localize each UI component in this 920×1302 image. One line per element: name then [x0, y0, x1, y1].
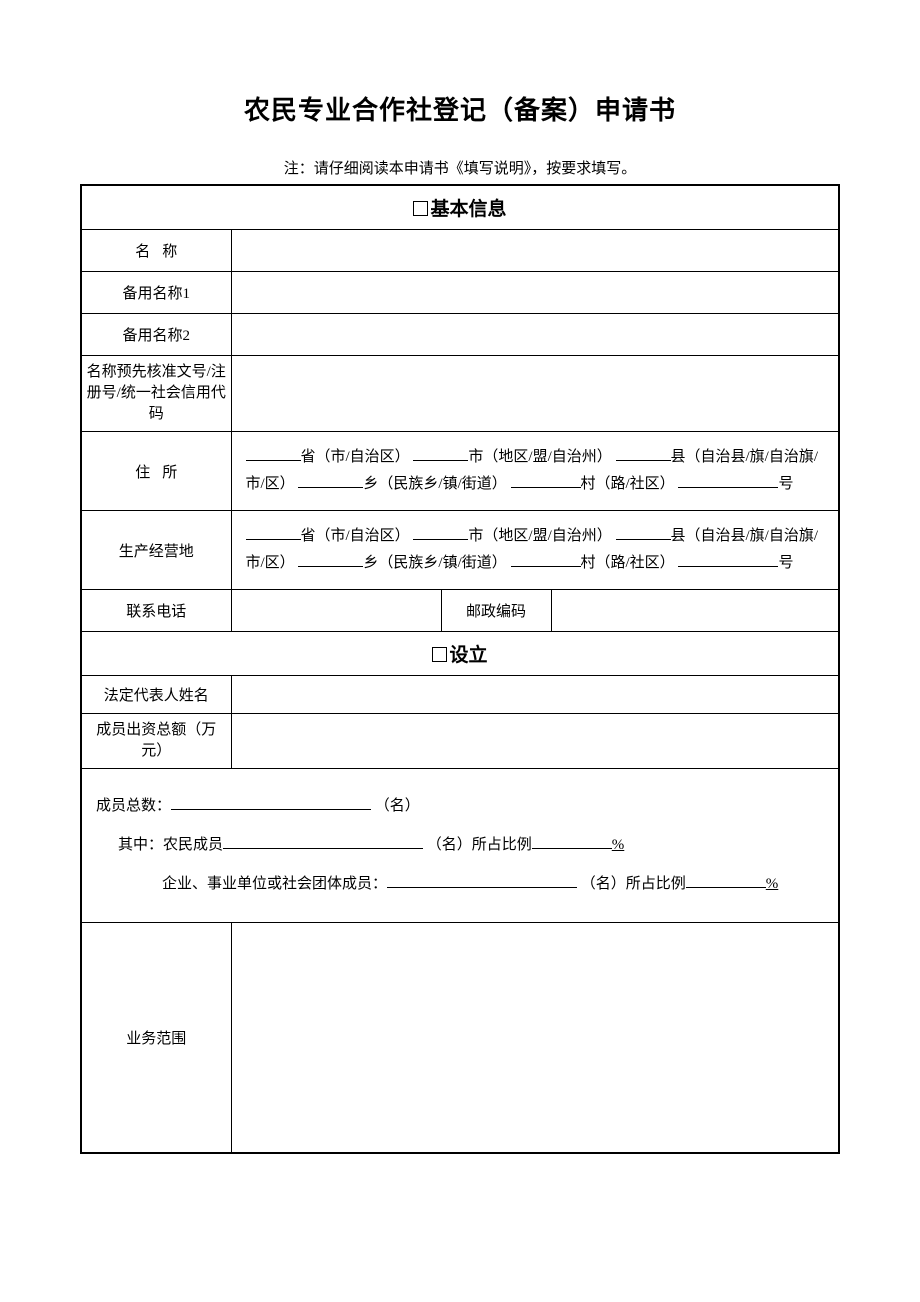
checkbox-icon[interactable]: [432, 647, 447, 662]
label-business-location: 生产经营地: [81, 511, 231, 590]
label-business-scope: 业务范围: [81, 923, 231, 1153]
field-business-scope[interactable]: [231, 923, 839, 1153]
field-postcode[interactable]: [551, 590, 839, 632]
field-legal-rep[interactable]: [231, 676, 839, 714]
checkbox-icon[interactable]: [413, 201, 428, 216]
field-phone[interactable]: [231, 590, 441, 632]
field-total-contribution[interactable]: [231, 714, 839, 769]
form-title: 农民专业合作社登记（备案）申请书: [80, 90, 840, 127]
field-name[interactable]: [231, 230, 839, 272]
application-form-table: 基本信息 名称 备用名称1 备用名称2 名称预先核准文号/注册号/统一社会信用代…: [80, 184, 840, 1154]
label-total-contribution: 成员出资总额（万元）: [81, 714, 231, 769]
label-postcode: 邮政编码: [441, 590, 551, 632]
form-note: 注：请仔细阅读本申请书《填写说明》，按要求填写。: [80, 157, 840, 178]
members-info[interactable]: 成员总数： （名） 其中：农民成员 （名）所占比例% 企业、事业单位或社会团体成…: [81, 769, 839, 923]
label-approval-code: 名称预先核准文号/注册号/统一社会信用代码: [81, 356, 231, 432]
label-legal-rep: 法定代表人姓名: [81, 676, 231, 714]
field-alt-name-1[interactable]: [231, 272, 839, 314]
label-address: 住所: [81, 432, 231, 511]
field-business-location[interactable]: 省（市/自治区） 市（地区/盟/自治州） 县（自治县/旗/自治旗/市/区） 乡（…: [231, 511, 839, 590]
label-alt-name-2: 备用名称2: [81, 314, 231, 356]
label-phone: 联系电话: [81, 590, 231, 632]
label-name: 名称: [81, 230, 231, 272]
section-establish: 设立: [81, 632, 839, 676]
section-basic-info: 基本信息: [81, 185, 839, 230]
field-approval-code[interactable]: [231, 356, 839, 432]
field-alt-name-2[interactable]: [231, 314, 839, 356]
label-alt-name-1: 备用名称1: [81, 272, 231, 314]
field-address[interactable]: 省（市/自治区） 市（地区/盟/自治州） 县（自治县/旗/自治旗/市/区） 乡（…: [231, 432, 839, 511]
